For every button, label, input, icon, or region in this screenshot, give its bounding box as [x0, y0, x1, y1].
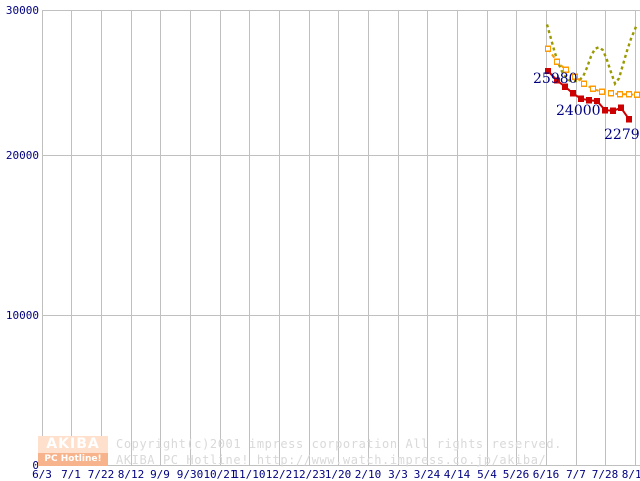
x-tick-label-5-4: 5/4	[477, 468, 497, 481]
y-tick-label-20000: 20000	[5, 149, 39, 162]
y-tick-label-10000: 10000	[5, 309, 39, 322]
series-layer	[544, 24, 640, 123]
first-price-label: 25980	[533, 71, 578, 87]
x-tick-label-7-7: 7/7	[566, 468, 586, 481]
x-tick-label-7-28: 7/28	[591, 468, 619, 481]
x-tick-label-7-22: 7/22	[87, 468, 115, 481]
x-tick-label-6-3: 6/3	[32, 468, 52, 481]
x-tick-label-8-17: 8/17	[621, 468, 640, 481]
x-tick-label-10-21: 10/21	[203, 468, 237, 481]
x-tick-label-2-10: 2/10	[354, 468, 382, 481]
x-tick-label-9-9: 9/9	[150, 468, 170, 481]
y-tick-label-0: 0	[32, 459, 39, 472]
x-tick-label-5-26: 5/26	[502, 468, 530, 481]
vertical-gridlines	[42, 10, 636, 465]
mid-price-label: 24000	[556, 103, 601, 119]
x-tick-label-1-20: 1/20	[324, 468, 352, 481]
x-tick-label-4-14: 4/14	[443, 468, 471, 481]
horizontal-gridlines	[42, 10, 640, 466]
x-tick-label-3-24: 3/24	[413, 468, 441, 481]
x-tick-label-12-23: 12/23	[292, 468, 326, 481]
x-tick-label-3-3: 3/3	[388, 468, 408, 481]
x-tick-label-7-1: 7/1	[61, 468, 81, 481]
x-tick-label-6-16: 6/16	[532, 468, 560, 481]
x-tick-label-9-30: 9/30	[176, 468, 204, 481]
x-tick-label-12-2: 12/2	[265, 468, 293, 481]
x-tick-label-11-10: 11/10	[232, 468, 266, 481]
last-price-label: 22799	[604, 127, 640, 143]
y-tick-label-30000: 30000	[5, 4, 39, 17]
x-tick-label-8-12: 8/12	[117, 468, 145, 481]
